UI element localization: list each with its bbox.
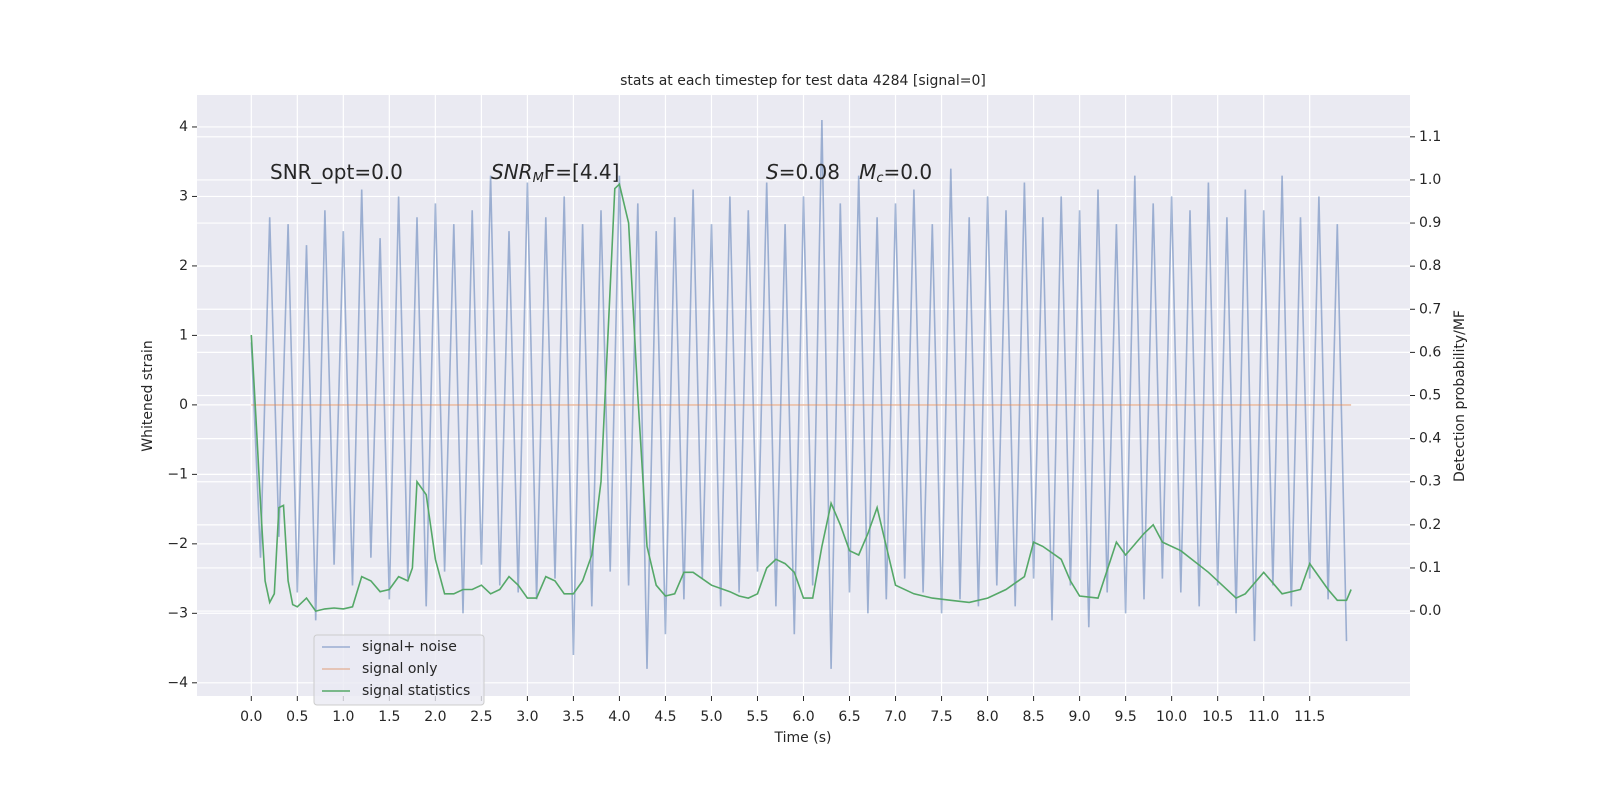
y2-tick-label: 0.7 <box>1419 301 1441 317</box>
y2-tick-label: 0.2 <box>1419 517 1441 533</box>
annotation-part: SNR <box>491 160 533 184</box>
y-tick-label: 1 <box>179 327 188 343</box>
y-tick-label: −2 <box>167 536 188 552</box>
y-axis-label: Whitened strain <box>140 340 156 451</box>
annotation-part: S <box>766 160 779 184</box>
annotation-part: SNR_opt=0.0 <box>270 160 403 184</box>
x-tick-label: 1.5 <box>378 709 400 725</box>
legend-label: signal only <box>362 661 437 677</box>
x-tick-label: 0.0 <box>240 709 262 725</box>
y2-tick-label: 0.9 <box>1419 215 1441 231</box>
y-tick-label: 2 <box>179 258 188 274</box>
y2-tick-label: 0.5 <box>1419 388 1441 404</box>
y-tick-label: 0 <box>179 397 188 413</box>
x-tick-label: 8.0 <box>976 709 998 725</box>
x-tick-label: 0.5 <box>286 709 308 725</box>
y-tick-label: −4 <box>167 675 188 691</box>
y-tick-label: −1 <box>167 466 188 482</box>
chart-title: stats at each timestep for test data 428… <box>620 73 986 89</box>
annotation-part: c <box>876 171 883 186</box>
y2-tick-label: 0.1 <box>1419 560 1441 576</box>
x-tick-label: 2.0 <box>424 709 446 725</box>
legend-label: signal statistics <box>362 683 470 699</box>
x-tick-label: 1.0 <box>332 709 354 725</box>
y2-axis-label: Detection probability/MF <box>1452 310 1468 482</box>
y2-tick-label: 0.8 <box>1419 258 1441 274</box>
x-tick-label: 3.0 <box>516 709 538 725</box>
y-tick-label: 4 <box>179 119 188 135</box>
annotation-part: F=[4.4] <box>544 160 620 184</box>
annotation: S=0.08 Mc=0.0 <box>766 160 932 186</box>
x-tick-label: 11.0 <box>1248 709 1279 725</box>
x-tick-label: 7.5 <box>930 709 952 725</box>
series-line <box>250 182 1352 613</box>
x-tick-label: 6.5 <box>838 709 860 725</box>
x-tick-label: 4.5 <box>654 709 676 725</box>
legend-box <box>313 634 485 706</box>
y2-tick-label: 0.6 <box>1419 344 1441 360</box>
x-tick-label: 10.0 <box>1156 709 1187 725</box>
y2-tick-label: 0.4 <box>1419 431 1441 447</box>
x-tick-label: 3.5 <box>562 709 584 725</box>
x-tick-label: 10.5 <box>1202 709 1233 725</box>
x-tick-label: 4.0 <box>608 709 630 725</box>
y-tick-label: −3 <box>167 605 188 621</box>
legend-label: signal+ noise <box>362 639 457 655</box>
y-tick-label: 3 <box>179 188 188 204</box>
annotation-part: M <box>533 171 544 186</box>
series-line <box>250 119 1348 669</box>
x-tick-label: 6.0 <box>792 709 814 725</box>
x-tick-label: 8.5 <box>1022 709 1044 725</box>
x-tick-label: 7.0 <box>884 709 906 725</box>
x-tick-label: 5.0 <box>700 709 722 725</box>
annotation: SNRMF=[4.4] <box>491 160 619 186</box>
x-tick-label: 9.0 <box>1068 709 1090 725</box>
y2-tick-label: 0.3 <box>1419 474 1441 490</box>
x-tick-label: 2.5 <box>470 709 492 725</box>
x-tick-label: 9.5 <box>1114 709 1136 725</box>
annotation-part: =0.0 <box>884 160 933 184</box>
x-tick-label: 5.5 <box>746 709 768 725</box>
y2-tick-label: 0.0 <box>1419 603 1441 619</box>
x-axis-label: Time (s) <box>774 730 832 746</box>
annotation: SNR_opt=0.0 <box>270 160 403 184</box>
annotation-part: M <box>859 160 876 184</box>
x-tick-label: 11.5 <box>1294 709 1325 725</box>
y2-tick-label: 1.0 <box>1419 172 1441 188</box>
y2-tick-label: 1.1 <box>1419 129 1441 145</box>
annotation-part: =0.08 <box>779 160 859 184</box>
